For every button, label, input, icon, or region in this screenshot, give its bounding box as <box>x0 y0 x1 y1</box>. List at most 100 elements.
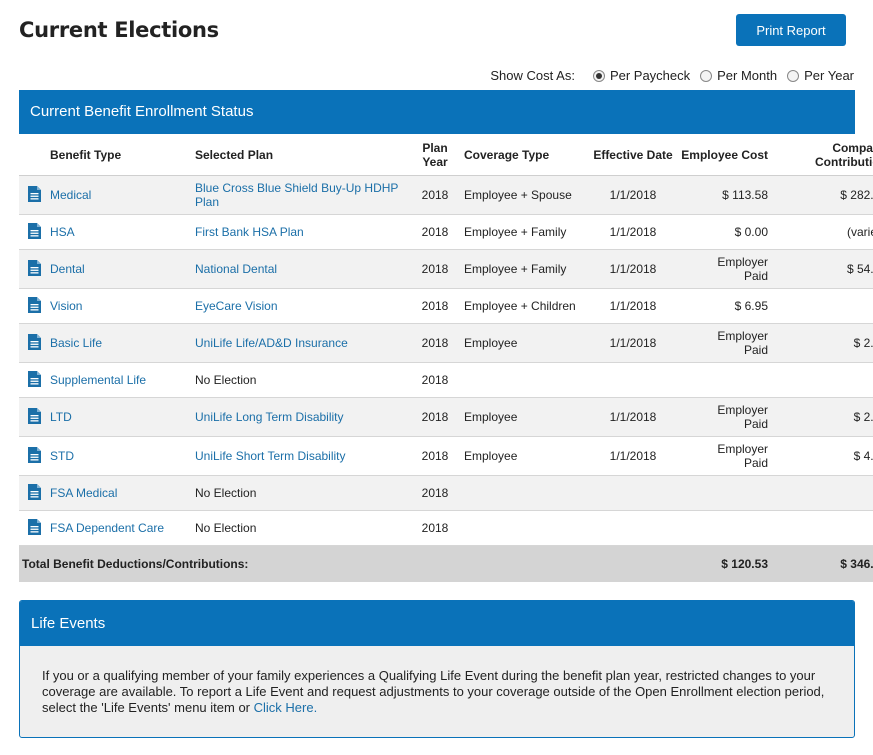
selected-plan-link[interactable]: UniLife Long Term Disability <box>195 410 344 424</box>
icon-cell <box>19 362 49 398</box>
coverage-type-cell <box>456 475 589 511</box>
benefit-type-link[interactable]: LTD <box>50 410 72 424</box>
total-employee-cost: $ 120.53 <box>677 545 776 582</box>
icon-cell <box>19 436 49 476</box>
plan-year-cell: 2018 <box>414 323 456 363</box>
document-icon[interactable] <box>27 296 41 316</box>
benefit-type-link[interactable]: Vision <box>50 299 83 313</box>
enrollment-status-header: Current Benefit Enrollment Status <box>19 90 855 134</box>
benefit-type-link[interactable]: FSA Dependent Care <box>50 521 165 535</box>
benefits-table: Benefit Type Selected Plan Plan Year Cov… <box>19 134 873 582</box>
plan-year-cell: 2018 <box>414 362 456 398</box>
selected-plan-link[interactable]: First Bank HSA Plan <box>195 225 304 239</box>
effective-date-header: Effective Date <box>589 134 677 176</box>
plan-year-header: Plan Year <box>414 134 456 176</box>
company-contribution-cell: $ 4.60 <box>776 436 873 476</box>
benefit-type-link[interactable]: Basic Life <box>50 336 103 350</box>
effective-date-cell <box>589 475 677 511</box>
document-icon[interactable] <box>27 185 41 205</box>
company-contribution-cell <box>776 510 873 546</box>
employee-cost-cell: $ 113.58 <box>677 175 776 215</box>
life-events-header: Life Events <box>20 601 854 646</box>
icon-cell <box>19 214 49 250</box>
effective-date-cell: 1/1/2018 <box>589 214 677 250</box>
selected-plan-cell: No Election <box>194 510 414 546</box>
total-row: Total Benefit Deductions/Contributions: … <box>19 545 873 582</box>
cost-option-per-year[interactable]: Per Year <box>787 68 854 83</box>
radio-per-month[interactable] <box>700 69 713 82</box>
selected-plan-link[interactable]: UniLife Short Term Disability <box>195 449 346 463</box>
total-company-contribution: $ 346.51 <box>776 545 873 582</box>
benefit-type-cell: HSA <box>49 214 194 250</box>
selected-plan-cell: First Bank HSA Plan <box>194 214 414 250</box>
selected-plan-link[interactable]: Blue Cross Blue Shield Buy-Up HDHP Plan <box>195 181 399 209</box>
icon-cell <box>19 510 49 546</box>
selected-plan-link[interactable]: National Dental <box>195 262 278 276</box>
selected-plan-cell: No Election <box>194 362 414 398</box>
table-row: LTD UniLife Long Term Disability 2018 Emplo… <box>19 397 873 437</box>
coverage-type-cell: Employee + Children <box>456 288 589 324</box>
effective-date-cell: 1/1/2018 <box>589 288 677 324</box>
benefit-type-link[interactable]: STD <box>50 449 74 463</box>
company-contribution-cell: $ 54.00 <box>776 249 873 289</box>
icon-cell <box>19 249 49 289</box>
benefit-type-link[interactable]: HSA <box>50 225 75 239</box>
employee-cost-cell: $ 0.00 <box>677 214 776 250</box>
selected-plan-link[interactable]: EyeCare Vision <box>195 299 278 313</box>
coverage-type-header: Coverage Type <box>456 134 589 176</box>
page-title: Current Elections <box>19 18 219 42</box>
document-icon[interactable] <box>27 259 41 279</box>
cost-option-label: Per Month <box>717 68 778 83</box>
document-icon[interactable] <box>27 446 41 466</box>
table-row: HSA First Bank HSA Plan 2018 Employee + Fam… <box>19 214 873 250</box>
icon-cell <box>19 288 49 324</box>
table-row: Vision EyeCare Vision 2018 Employee + Child… <box>19 288 873 324</box>
life-events-text: If you or a qualifying member of your fa… <box>20 646 854 716</box>
employee-cost-cell: Employer Paid <box>677 323 776 363</box>
document-icon[interactable] <box>27 222 41 242</box>
benefit-type-link[interactable]: Supplemental Life <box>50 373 147 387</box>
cost-option-label: Per Year <box>804 68 854 83</box>
employee-cost-cell: Employer Paid <box>677 397 776 437</box>
benefit-type-link[interactable]: Dental <box>50 262 85 276</box>
cost-option-per-month[interactable]: Per Month <box>700 68 777 83</box>
table-row: Dental National Dental 2018 Employee + Fami… <box>19 249 873 289</box>
radio-per-year[interactable] <box>787 69 800 82</box>
company-contribution-cell: (varies) <box>776 214 873 250</box>
icon-column-header <box>19 134 49 176</box>
plan-year-cell: 2018 <box>414 175 456 215</box>
radio-per-paycheck[interactable] <box>592 69 605 82</box>
cost-option-per-paycheck[interactable]: Per Paycheck <box>592 68 690 83</box>
plan-year-cell: 2018 <box>414 475 456 511</box>
document-icon[interactable] <box>27 483 41 503</box>
effective-date-cell: 1/1/2018 <box>589 436 677 476</box>
coverage-type-cell <box>456 362 589 398</box>
benefit-type-cell: STD <box>49 436 194 476</box>
company-contribution-cell: $ 2.63 <box>776 397 873 437</box>
coverage-type-cell: Employee + Family <box>456 249 589 289</box>
print-report-button[interactable]: Print Report <box>736 14 846 46</box>
plan-year-cell: 2018 <box>414 214 456 250</box>
benefit-type-cell: Dental <box>49 249 194 289</box>
effective-date-cell: 1/1/2018 <box>589 175 677 215</box>
benefit-type-link[interactable]: FSA Medical <box>50 486 118 500</box>
coverage-type-cell: Employee <box>456 436 589 476</box>
selected-plan-cell: No Election <box>194 475 414 511</box>
coverage-type-cell: Employee <box>456 397 589 437</box>
table-row: FSA Medical No Election 2018 <box>19 475 873 511</box>
benefit-type-cell: LTD <box>49 397 194 437</box>
company-contribution-cell: $ 2.47 <box>776 323 873 363</box>
document-icon[interactable] <box>27 407 41 427</box>
selected-plan-link[interactable]: UniLife Life/AD&D Insurance <box>195 336 348 350</box>
document-icon[interactable] <box>27 333 41 353</box>
employee-cost-cell: Employer Paid <box>677 249 776 289</box>
selected-plan-cell: Blue Cross Blue Shield Buy-Up HDHP Plan <box>194 175 414 215</box>
coverage-type-cell: Employee + Spouse <box>456 175 589 215</box>
document-icon[interactable] <box>27 518 41 538</box>
table-row: STD UniLife Short Term Disability 2018 Empl… <box>19 436 873 476</box>
life-events-click-here-link[interactable]: Click Here. <box>253 700 318 715</box>
icon-cell <box>19 175 49 215</box>
document-icon[interactable] <box>27 370 41 390</box>
benefit-type-header: Benefit Type <box>49 134 194 176</box>
benefit-type-link[interactable]: Medical <box>50 188 92 202</box>
